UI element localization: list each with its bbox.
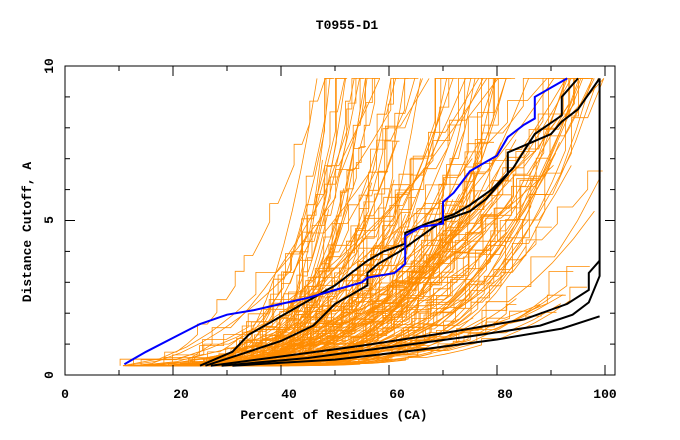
model-curve bbox=[139, 184, 410, 367]
x-tick-label: 40 bbox=[281, 387, 297, 402]
x-tick-label: 80 bbox=[497, 387, 513, 402]
x-axis-label: Percent of Residues (CA) bbox=[240, 408, 427, 423]
reference-3-curve bbox=[210, 260, 601, 367]
x-tick-label: 20 bbox=[173, 387, 189, 402]
model-curve bbox=[214, 165, 554, 366]
model-curve bbox=[221, 78, 331, 367]
model-curve bbox=[197, 78, 419, 367]
y-tick-label: 10 bbox=[42, 58, 57, 74]
model-curve bbox=[125, 78, 430, 367]
model-curve bbox=[163, 78, 381, 366]
model-curve bbox=[168, 78, 590, 367]
reference-5-curve bbox=[232, 315, 600, 367]
axis-ticks bbox=[64, 65, 615, 376]
y-tick-label: 5 bbox=[42, 216, 57, 224]
model-curve bbox=[133, 78, 548, 366]
model-curve bbox=[242, 281, 383, 367]
series-layer bbox=[119, 77, 605, 367]
chart-title: T0955-D1 bbox=[316, 18, 379, 33]
model-curve bbox=[245, 78, 458, 367]
highlight-curve bbox=[123, 77, 568, 366]
reference-4-curve bbox=[221, 78, 601, 367]
reference-1-curve bbox=[199, 77, 579, 367]
y-axis-label: Distance Cutoff, A bbox=[20, 162, 35, 303]
y-tick-label: 0 bbox=[42, 371, 57, 379]
model-curve bbox=[136, 78, 488, 367]
model-curve bbox=[122, 78, 409, 367]
model-curve bbox=[191, 78, 544, 366]
x-tick-label: 0 bbox=[61, 387, 69, 402]
x-tick-label: 60 bbox=[389, 387, 405, 402]
model-curve bbox=[167, 78, 594, 367]
model-curve bbox=[200, 78, 512, 367]
reference-2-curve bbox=[205, 77, 601, 367]
model-curve bbox=[134, 78, 326, 367]
model-curve bbox=[258, 245, 527, 367]
x-tick-label: 100 bbox=[593, 387, 617, 402]
